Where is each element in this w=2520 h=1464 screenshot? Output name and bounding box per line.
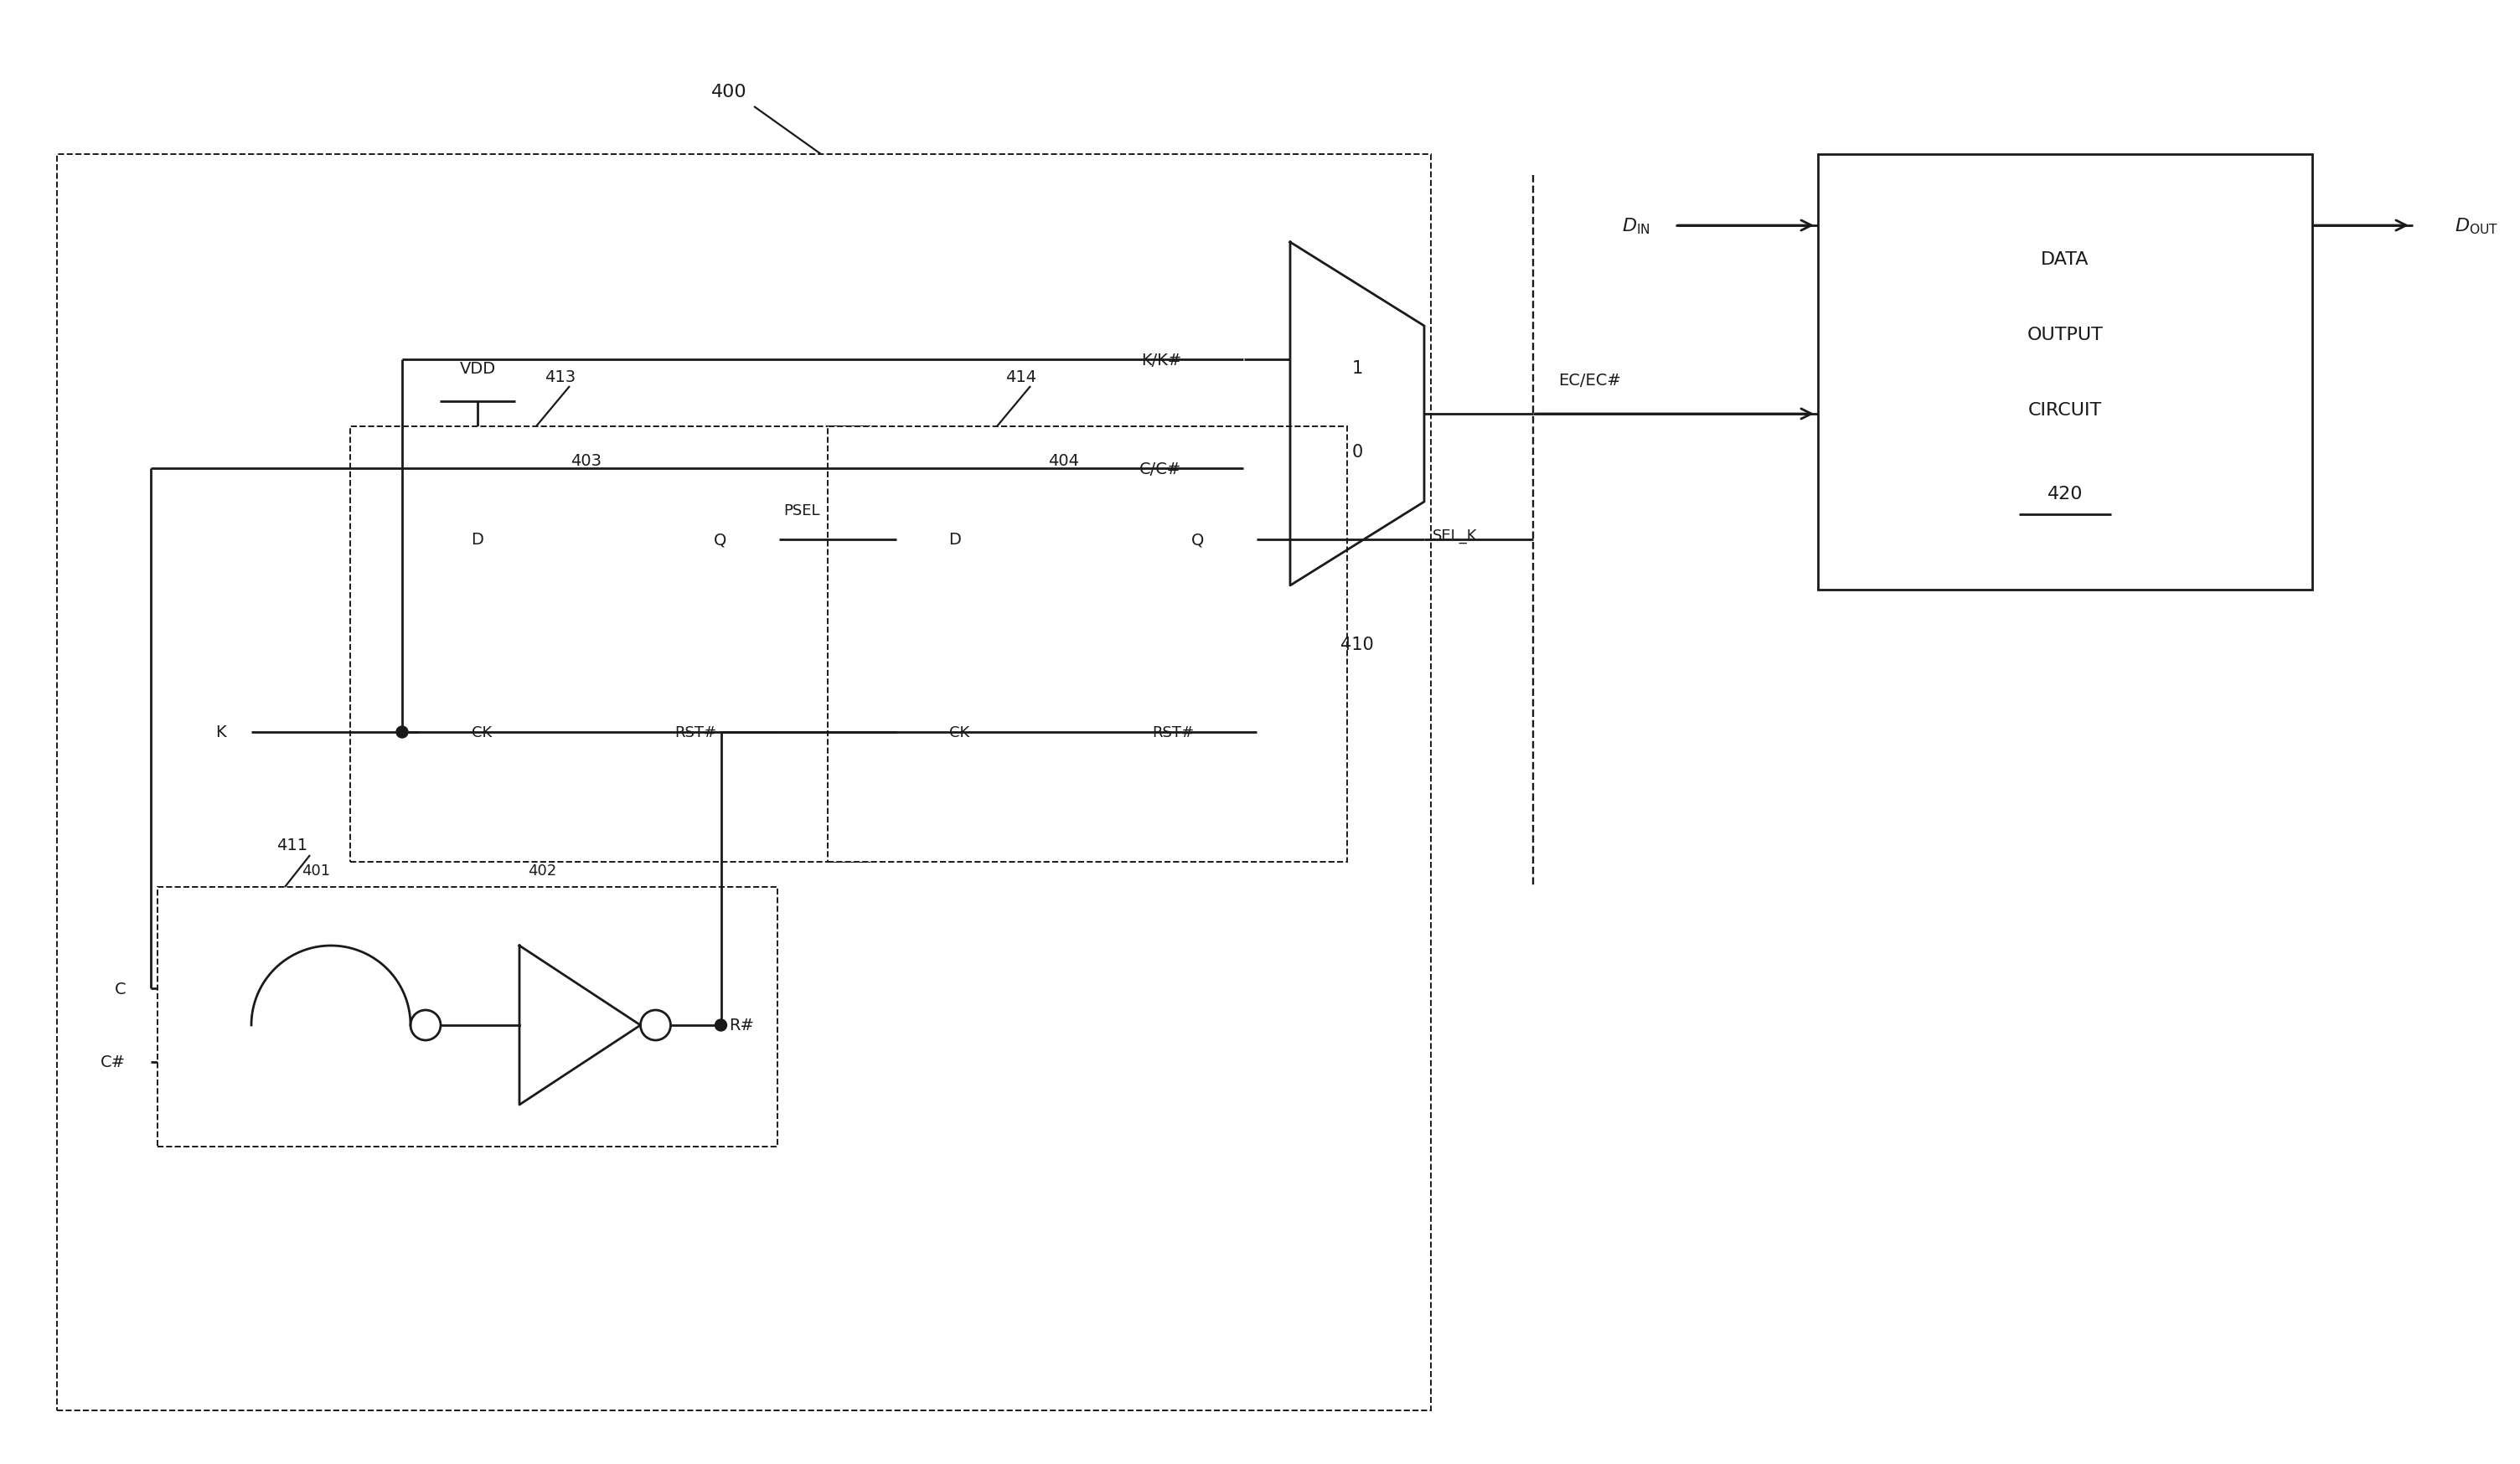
Text: RST#: RST# bbox=[675, 725, 716, 739]
Circle shape bbox=[716, 1019, 726, 1031]
Text: Q: Q bbox=[713, 531, 726, 548]
Bar bbox=[418, 486, 779, 786]
Text: OUTPUT: OUTPUT bbox=[2026, 326, 2104, 343]
Text: 403: 403 bbox=[572, 452, 602, 468]
Text: R#: R# bbox=[728, 1017, 753, 1034]
Text: 400: 400 bbox=[711, 83, 746, 101]
Text: DATA: DATA bbox=[2041, 252, 2089, 268]
Text: K/K#: K/K# bbox=[1142, 351, 1182, 367]
Text: D: D bbox=[950, 531, 960, 548]
Text: 402: 402 bbox=[527, 862, 557, 878]
Text: $D_{\rm IN}$: $D_{\rm IN}$ bbox=[1623, 217, 1651, 236]
Text: PSEL: PSEL bbox=[784, 504, 819, 518]
Text: D: D bbox=[471, 531, 484, 548]
Text: C#: C# bbox=[101, 1054, 126, 1070]
Text: 404: 404 bbox=[1048, 452, 1079, 468]
Text: 410: 410 bbox=[1341, 637, 1373, 653]
Text: 420: 420 bbox=[2046, 486, 2084, 502]
Circle shape bbox=[396, 726, 408, 738]
Bar bbox=[827, 427, 1348, 862]
Text: 411: 411 bbox=[277, 837, 307, 854]
Text: CK: CK bbox=[471, 725, 491, 739]
Text: 401: 401 bbox=[302, 862, 330, 878]
Bar bbox=[897, 486, 1257, 786]
Text: C: C bbox=[113, 981, 126, 997]
Text: 0: 0 bbox=[1351, 444, 1363, 460]
Text: C/C#: C/C# bbox=[1139, 461, 1182, 477]
Text: CK: CK bbox=[950, 725, 970, 739]
Text: K: K bbox=[217, 725, 227, 741]
Bar bbox=[1817, 155, 2313, 590]
Text: 413: 413 bbox=[544, 369, 575, 385]
Text: $D_{\rm OUT}$: $D_{\rm OUT}$ bbox=[2454, 217, 2497, 236]
Bar bbox=[58, 155, 1431, 1410]
Text: 414: 414 bbox=[1005, 369, 1036, 385]
Text: CIRCUIT: CIRCUIT bbox=[2029, 401, 2102, 419]
Text: 1: 1 bbox=[1351, 360, 1363, 376]
Text: RST#: RST# bbox=[1152, 725, 1194, 739]
Text: SEL_K: SEL_K bbox=[1431, 529, 1477, 543]
Text: VDD: VDD bbox=[459, 360, 496, 376]
Bar bbox=[159, 887, 779, 1146]
Text: EC/EC#: EC/EC# bbox=[1557, 373, 1620, 389]
Text: Q: Q bbox=[1192, 531, 1205, 548]
Bar bbox=[350, 427, 869, 862]
